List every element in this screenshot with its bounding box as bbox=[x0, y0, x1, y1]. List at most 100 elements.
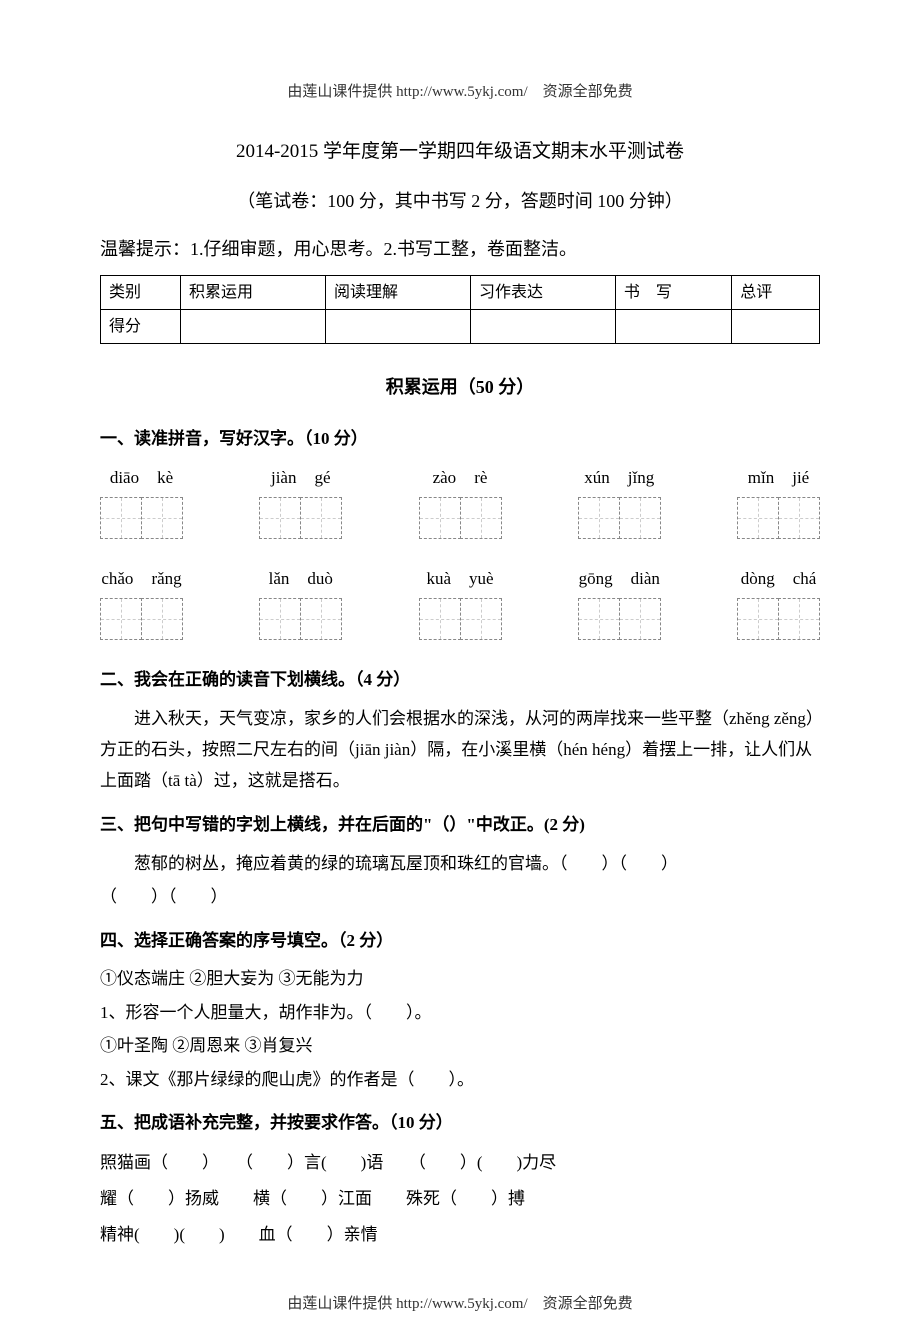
pinyin-label: chǎo rǎng bbox=[101, 565, 181, 594]
pinyin-syllable: rǎng bbox=[151, 565, 181, 594]
pinyin-group: diāokè bbox=[100, 464, 183, 539]
q5-line1: 照猫画（ ） （ ）言( )语 （ ）( )力尽 bbox=[100, 1146, 820, 1180]
pinyin-group: lǎnduò bbox=[259, 565, 342, 640]
char-box bbox=[141, 497, 183, 539]
tip-text: 温馨提示：1.仔细审题，用心思考。2.书写工整，卷面整洁。 bbox=[100, 234, 820, 265]
char-box bbox=[619, 497, 661, 539]
pinyin-syllable: jiàn bbox=[271, 464, 297, 493]
char-box bbox=[737, 598, 779, 640]
cell-blank bbox=[732, 310, 820, 344]
pinyin-label: xúnjǐng bbox=[584, 464, 654, 493]
pinyin-syllable: dòng bbox=[741, 565, 775, 594]
table-row: 类别 积累运用 阅读理解 习作表达 书 写 总评 bbox=[101, 275, 820, 309]
pinyin-syllable: rè bbox=[474, 464, 487, 493]
char-boxes bbox=[259, 598, 342, 640]
pinyin-group: jiàngé bbox=[259, 464, 342, 539]
pinyin-group: gōngdiàn bbox=[578, 565, 661, 640]
pinyin-syllable: chǎo bbox=[101, 565, 133, 594]
q4-heading: 四、选择正确答案的序号填空。（2 分） bbox=[100, 927, 820, 956]
pinyin-syllable: xún bbox=[584, 464, 610, 493]
q5-line3: 精神( )( ) 血（ ）亲情 bbox=[100, 1218, 820, 1252]
pinyin-label: lǎnduò bbox=[269, 565, 333, 594]
pinyin-label: dòngchá bbox=[741, 565, 817, 594]
pinyin-container: diāokè jiàngé zàorè xúnjǐng mǐn jié chǎo rǎng l… bbox=[100, 464, 820, 640]
char-box bbox=[100, 497, 142, 539]
pinyin-group: dòngchá bbox=[737, 565, 820, 640]
pinyin-row: chǎo rǎng lǎnduò kuàyuè gōngdiàn dòngchá bbox=[100, 565, 820, 640]
q1-heading: 一、读准拼音，写好汉字。（10 分） bbox=[100, 425, 820, 454]
char-boxes bbox=[419, 497, 502, 539]
char-box bbox=[460, 598, 502, 640]
pinyin-syllable: kuà bbox=[426, 565, 451, 594]
pinyin-group: zàorè bbox=[419, 464, 502, 539]
pinyin-label: mǐn jié bbox=[748, 464, 809, 493]
col-label: 类别 bbox=[101, 275, 181, 309]
char-box bbox=[778, 497, 820, 539]
char-box bbox=[737, 497, 779, 539]
header-note: 由莲山课件提供 http://www.5ykj.com/ 资源全部免费 bbox=[100, 80, 820, 106]
section-title: 积累运用（50 分） bbox=[100, 372, 820, 403]
char-box bbox=[578, 497, 620, 539]
table-row: 得分 bbox=[101, 310, 820, 344]
q4-opts1: ①仪态端庄 ②胆大妄为 ③无能为力 bbox=[100, 963, 820, 994]
pinyin-syllable: duò bbox=[307, 565, 333, 594]
char-boxes bbox=[259, 497, 342, 539]
pinyin-label: kuàyuè bbox=[426, 565, 493, 594]
char-box bbox=[300, 598, 342, 640]
char-boxes bbox=[419, 598, 502, 640]
char-box bbox=[141, 598, 183, 640]
footer-note: 由莲山课件提供 http://www.5ykj.com/ 资源全部免费 bbox=[100, 1292, 820, 1318]
pinyin-syllable: diàn bbox=[631, 565, 660, 594]
pinyin-row: diāokè jiàngé zàorè xúnjǐng mǐn jié bbox=[100, 464, 820, 539]
char-box bbox=[259, 598, 301, 640]
q2-text: 进入秋天，天气变凉，家乡的人们会根据水的深浅，从河的两岸找来一些平整（zhěng… bbox=[100, 703, 820, 797]
score-table: 类别 积累运用 阅读理解 习作表达 书 写 总评 得分 bbox=[100, 275, 820, 344]
q3-line1: 葱郁的树丛，掩应着黄的绿的琉璃瓦屋顶和珠红的官墙。（ ）（ ） bbox=[100, 848, 820, 879]
q3-line2: （ ）（ ） bbox=[100, 881, 820, 912]
char-box bbox=[100, 598, 142, 640]
char-box bbox=[619, 598, 661, 640]
char-box bbox=[419, 497, 461, 539]
col-header: 总评 bbox=[732, 275, 820, 309]
cell-blank bbox=[470, 310, 615, 344]
col-header: 阅读理解 bbox=[325, 275, 470, 309]
char-box bbox=[419, 598, 461, 640]
char-box bbox=[259, 497, 301, 539]
q5-heading: 五、把成语补充完整，并按要求作答。（10 分） bbox=[100, 1109, 820, 1138]
col-header: 书 写 bbox=[615, 275, 731, 309]
pinyin-group: kuàyuè bbox=[419, 565, 502, 640]
pinyin-syllable: jié bbox=[792, 464, 809, 493]
q4-opts2: ①叶圣陶 ②周恩来 ③肖复兴 bbox=[100, 1030, 820, 1061]
char-boxes bbox=[578, 598, 661, 640]
char-boxes bbox=[578, 497, 661, 539]
pinyin-group: chǎo rǎng bbox=[100, 565, 183, 640]
pinyin-label: gōngdiàn bbox=[579, 565, 660, 594]
char-box bbox=[300, 497, 342, 539]
pinyin-group: xúnjǐng bbox=[578, 464, 661, 539]
cell-blank bbox=[615, 310, 731, 344]
col-header: 习作表达 bbox=[470, 275, 615, 309]
cell-blank bbox=[325, 310, 470, 344]
pinyin-syllable: yuè bbox=[469, 565, 494, 594]
q2-heading: 二、我会在正确的读音下划横线。（4 分） bbox=[100, 666, 820, 695]
char-box bbox=[460, 497, 502, 539]
pinyin-syllable: mǐn bbox=[748, 464, 774, 493]
char-boxes bbox=[100, 497, 183, 539]
pinyin-label: jiàngé bbox=[271, 464, 331, 493]
char-box bbox=[578, 598, 620, 640]
q4-item2: 2、课文《那片绿绿的爬山虎》的作者是（ ）。 bbox=[100, 1064, 820, 1095]
char-boxes bbox=[737, 598, 820, 640]
pinyin-syllable: diāo bbox=[110, 464, 139, 493]
pinyin-syllable: kè bbox=[157, 464, 173, 493]
pinyin-syllable: jǐng bbox=[628, 464, 654, 493]
pinyin-syllable: gé bbox=[314, 464, 330, 493]
char-boxes bbox=[100, 598, 183, 640]
pinyin-syllable: chá bbox=[793, 565, 817, 594]
pinyin-group: mǐn jié bbox=[737, 464, 820, 539]
pinyin-syllable: zào bbox=[433, 464, 457, 493]
pinyin-label: diāokè bbox=[110, 464, 173, 493]
q3-heading: 三、把句中写错的字划上横线，并在后面的"（）"中改正。(2 分) bbox=[100, 811, 820, 840]
page-title: 2014-2015 学年度第一学期四年级语文期末水平测试卷 bbox=[100, 136, 820, 168]
col-header: 积累运用 bbox=[181, 275, 326, 309]
char-boxes bbox=[737, 497, 820, 539]
